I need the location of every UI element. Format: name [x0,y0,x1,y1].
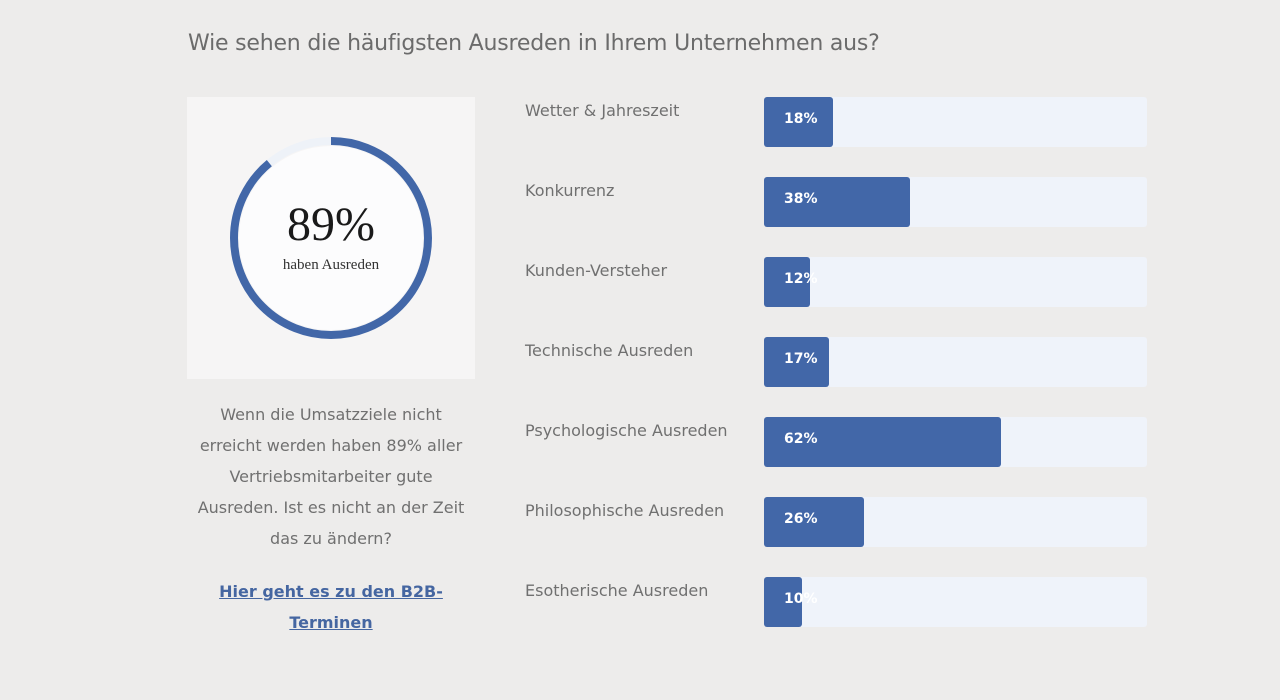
bar-value: 10% [784,591,818,607]
b2b-appointments-link[interactable]: Hier geht es zu den B2B-Terminen [219,582,443,632]
page-heading: Wie sehen die häufigsten Ausreden in Ihr… [188,31,880,56]
bar-fill [764,497,864,547]
gauge-ring [230,137,432,339]
gauge-value: 89% [287,198,375,251]
bar-fill [764,337,829,387]
bar-fill [764,97,833,147]
bar-fill [764,257,810,307]
bar-row: Esotherische Ausreden 10% [525,577,1147,627]
bar-value: 12% [784,271,818,287]
bar-track[interactable]: 26% [764,497,1147,547]
bar-track[interactable]: 62% [764,417,1147,467]
description-text: Wenn die Umsatzziele nicht erreicht werd… [197,405,465,548]
gauge-inner-disc [239,146,423,330]
bar-label: Esotherische Ausreden [525,581,709,600]
bar-row: Wetter & Jahreszeit 18% [525,97,1147,147]
bar-track[interactable]: 10% [764,577,1147,627]
bar-label: Wetter & Jahreszeit [525,101,680,120]
bar-fill [764,417,1001,467]
bar-label: Philosophische Ausreden [525,501,725,520]
bar-row: Konkurrenz 38% [525,177,1147,227]
bar-fill [764,177,910,227]
bar-value: 38% [784,191,818,207]
bar-track[interactable]: 18% [764,97,1147,147]
bar-label: Technische Ausreden [525,341,694,360]
bar-value: 62% [784,431,818,447]
bar-track[interactable]: 38% [764,177,1147,227]
bar-row: Kunden-Versteher 12% [525,257,1147,307]
bar-row: Psychologische Ausreden 62% [525,417,1147,467]
bar-value: 17% [784,351,818,367]
bar-track[interactable]: 17% [764,337,1147,387]
gauge-panel: 89% haben Ausreden [187,97,475,379]
bar-value: 26% [784,511,818,527]
bar-row: Philosophische Ausreden 26% [525,497,1147,547]
gauge-caption: haben Ausreden [282,257,380,273]
bar-label: Psychologische Ausreden [525,421,728,440]
gauge-progress-arc [230,137,432,339]
bar-label: Konkurrenz [525,181,615,200]
bar-value: 18% [784,111,818,127]
bar-row: Technische Ausreden 17% [525,337,1147,387]
bar-track[interactable]: 12% [764,257,1147,307]
bar-label: Kunden-Versteher [525,261,668,280]
bar-fill [764,577,802,627]
